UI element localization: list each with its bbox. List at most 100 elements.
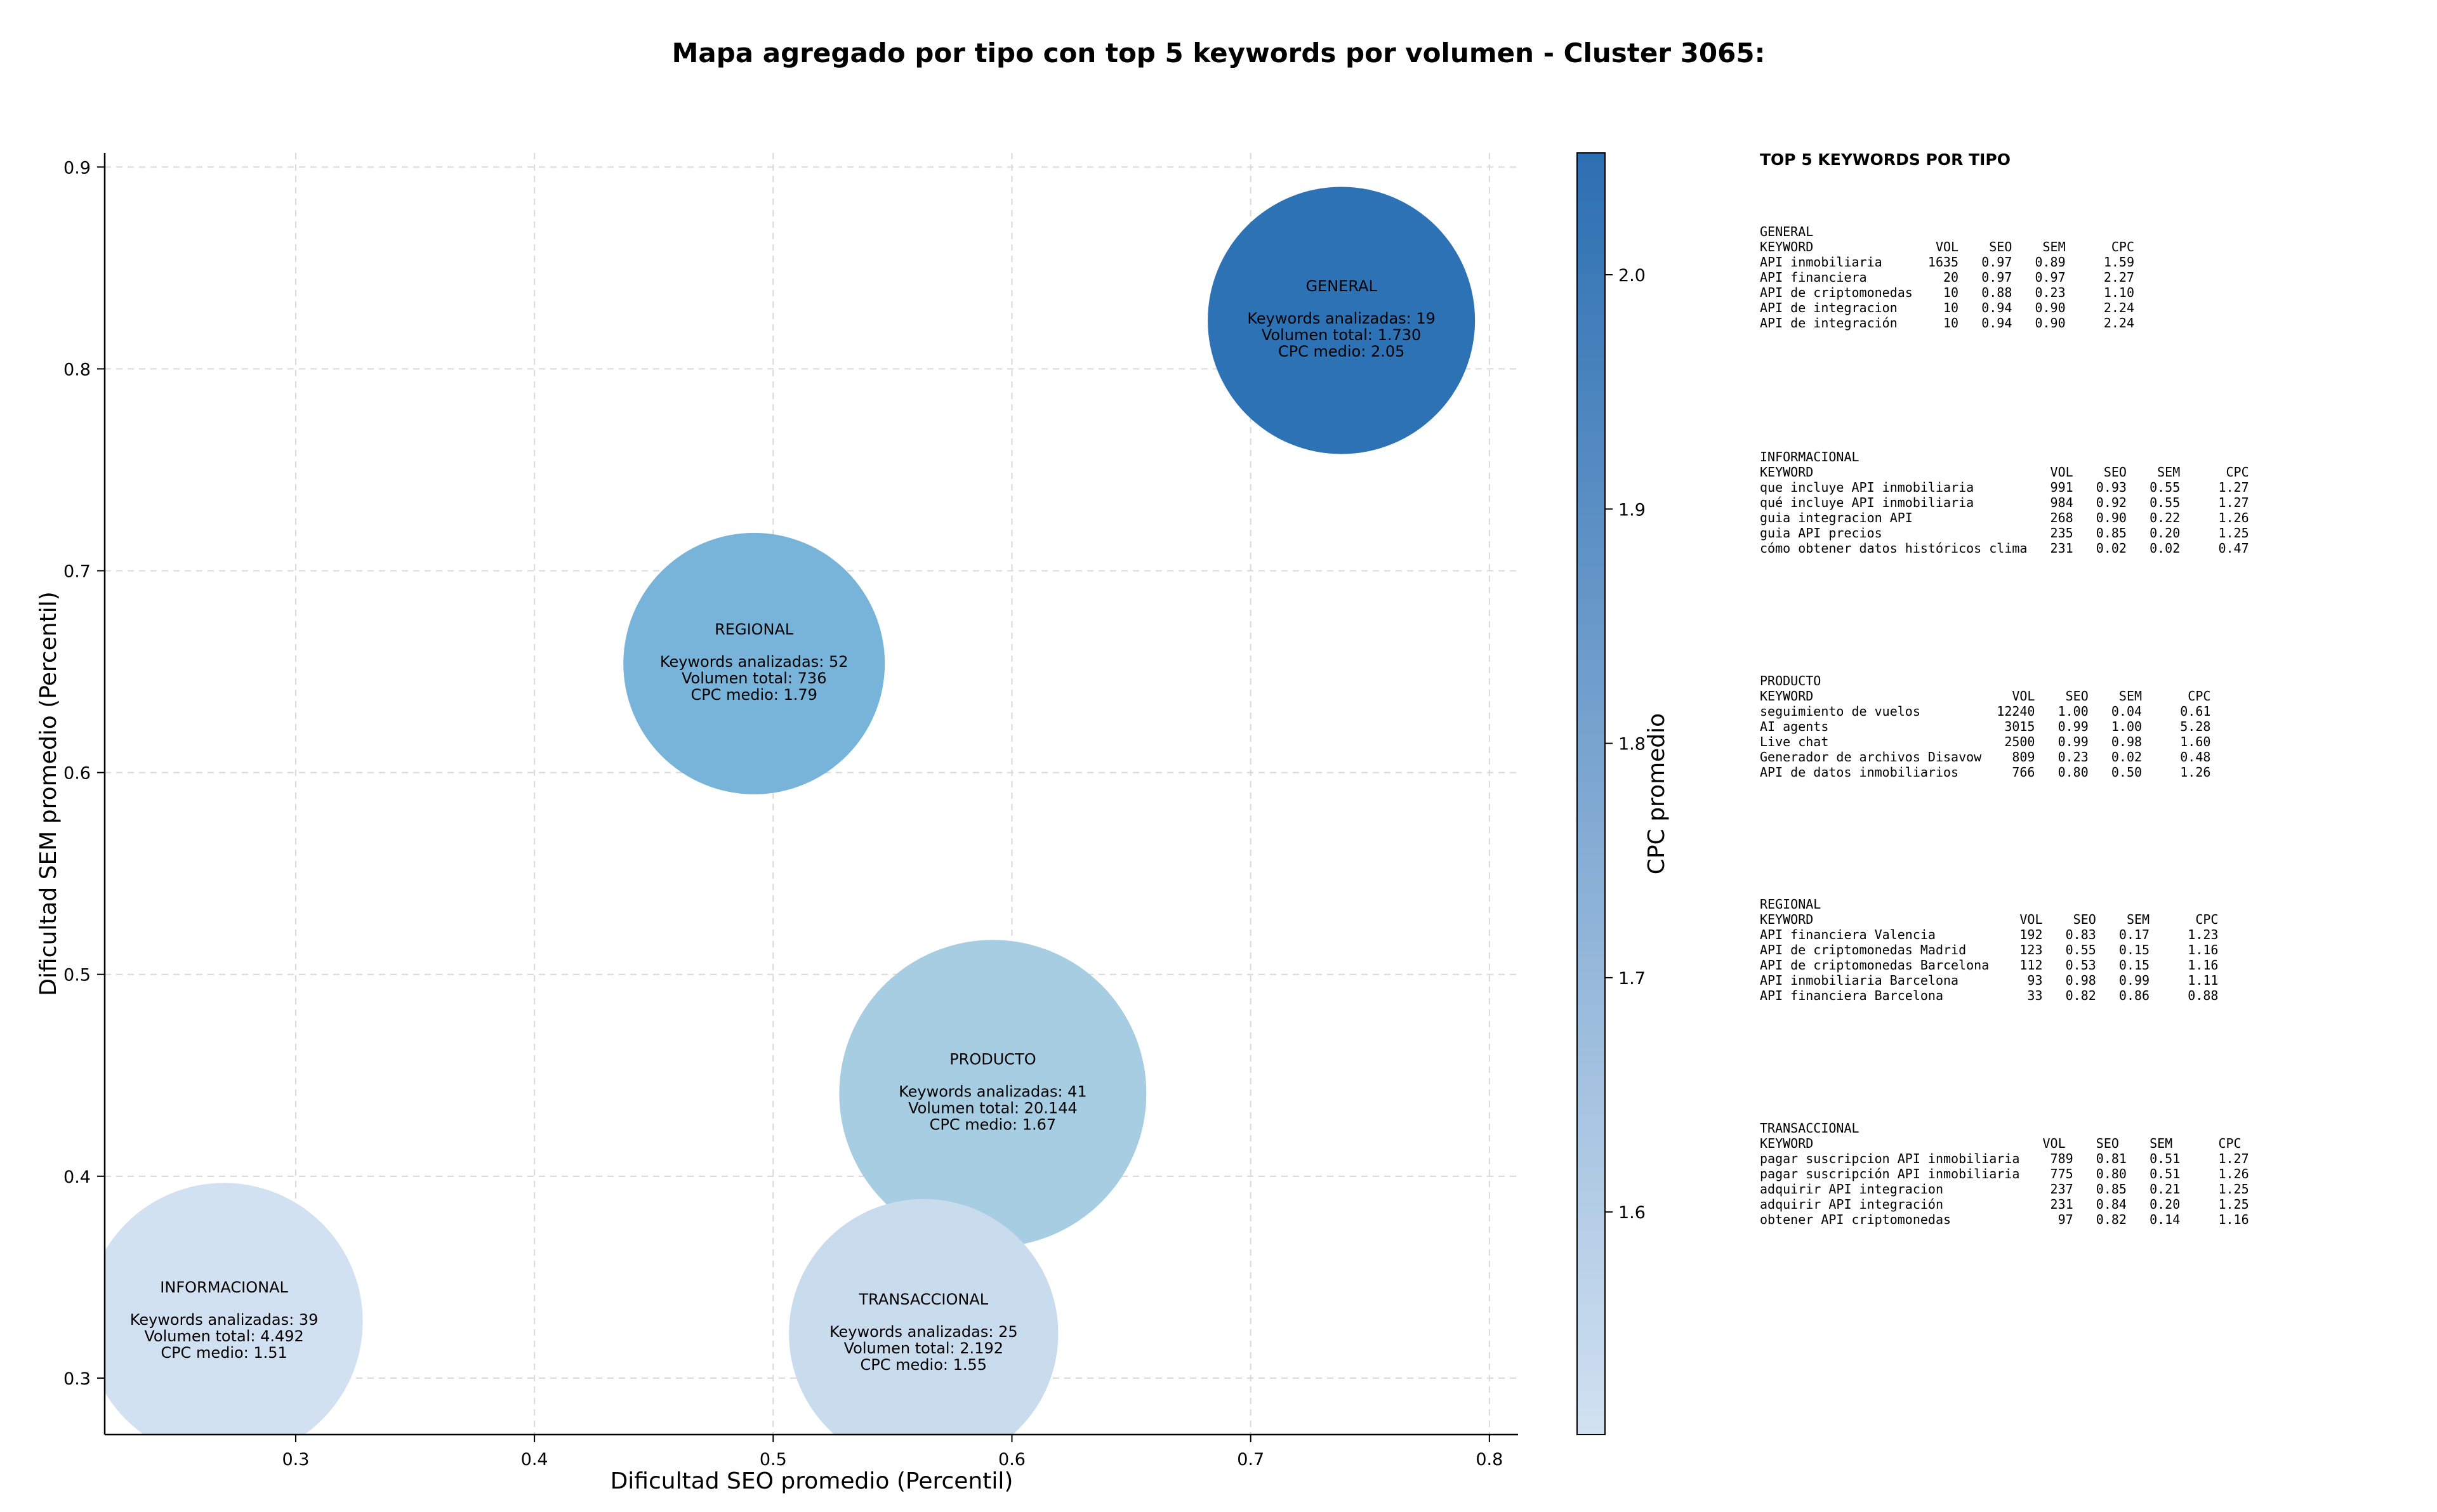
top5-row: pagar suscripcion API inmobiliaria 789 0… (1760, 1151, 2249, 1166)
y-axis-label: Dificultad SEM promedio (Percentil) (36, 591, 62, 996)
top5-row: qué incluye API inmobiliaria 984 0.92 0.… (1760, 495, 2249, 510)
top5-group-type: REGIONAL (1760, 897, 1821, 912)
top5-row: API inmobiliaria 1635 0.97 0.89 1.59 (1760, 254, 2134, 270)
bubble-volume-line: Volumen total: 2.192 (844, 1339, 1003, 1357)
x-axis-label: Dificultad SEO promedio (Percentil) (611, 1468, 1014, 1494)
bubble-keywords-line: Keywords analizadas: 39 (130, 1311, 319, 1329)
top5-group-header: KEYWORD VOL SEO SEM CPC (1760, 1136, 2242, 1151)
top5-row: que incluye API inmobiliaria 991 0.93 0.… (1760, 480, 2249, 495)
y-tick-label: 0.7 (63, 562, 91, 581)
y-tick-label: 0.6 (63, 764, 91, 784)
axes (103, 153, 1518, 1436)
x-tick-label: 0.5 (760, 1450, 787, 1469)
bubble-cpc-line: CPC medio: 1.67 (930, 1115, 1057, 1133)
y-tick-label: 0.4 (63, 1167, 91, 1187)
x-tick-label: 0.6 (998, 1450, 1026, 1469)
bubble-circle (1208, 187, 1476, 454)
top5-row: Live chat 2500 0.99 0.98 1.60 (1760, 734, 2210, 749)
y-tick-label: 0.5 (63, 966, 91, 985)
bubble-volume-line: Volumen total: 736 (682, 669, 827, 687)
top5-row: Generador de archivos Disavow 809 0.23 0… (1760, 749, 2210, 765)
top5-row: obtener API criptomonedas 97 0.82 0.14 1… (1760, 1212, 2249, 1227)
bubble-keywords-line: Keywords analizadas: 41 (899, 1082, 1087, 1100)
y-tick-label: 0.9 (63, 158, 91, 178)
top5-group-type: INFORMACIONAL (1760, 449, 1859, 464)
top5-row: API financiera 20 0.97 0.97 2.27 (1760, 270, 2134, 285)
top5-row: adquirir API integracion 237 0.85 0.21 1… (1760, 1181, 2249, 1197)
bubble-volume-line: Volumen total: 4.492 (144, 1327, 303, 1345)
chart-title: Mapa agregado por tipo con top 5 keyword… (672, 37, 1766, 69)
top5-row: API de criptomonedas Barcelona 112 0.53 … (1760, 957, 2218, 973)
bubble-circle (839, 940, 1147, 1247)
bubble-circle (105, 1183, 363, 1435)
bubble-cpc-line: CPC medio: 1.55 (861, 1356, 987, 1374)
bubble-type-label: REGIONAL (715, 621, 794, 638)
top5-row: pagar suscripción API inmobiliaria 775 0… (1760, 1166, 2249, 1181)
bubble-volume-line: Volumen total: 20.144 (908, 1099, 1078, 1117)
colorbar-tick-label: 1.7 (1618, 969, 1646, 989)
x-tick-label: 0.3 (282, 1450, 309, 1469)
x-tick-label: 0.8 (1476, 1450, 1503, 1469)
colorbar-ticks: 1.6 1.7 1.8 1.9 2.0 (1605, 266, 1646, 1223)
bubble-transaccional: TRANSACCIONAL Keywords analizadas: 25Volu… (789, 1199, 1059, 1435)
top5-row: seguimiento de vuelos 12240 1.00 0.04 0.… (1760, 704, 2210, 719)
bubble-cpc-line: CPC medio: 1.51 (161, 1344, 287, 1362)
bubble-circle (623, 532, 885, 794)
colorbar-tick-label: 1.8 (1618, 735, 1646, 754)
bubble-keywords-line: Keywords analizadas: 19 (1247, 310, 1436, 327)
colorbar-tick-label: 1.9 (1618, 500, 1646, 520)
top5-row: API financiera Barcelona 33 0.82 0.86 0.… (1760, 988, 2218, 1003)
colorbar-tick-label: 2.0 (1618, 266, 1646, 286)
colorbar-label: CPC promedio (1644, 713, 1670, 874)
top5-panel-title: TOP 5 KEYWORDS POR TIPO (1760, 150, 2011, 169)
colorbar-tick-label: 1.6 (1618, 1203, 1646, 1223)
top5-group-header: KEYWORD VOL SEO SEM CPC (1760, 239, 2134, 254)
bubble-cpc-line: CPC medio: 1.79 (690, 686, 817, 704)
top5-group-type: GENERAL (1760, 224, 1813, 239)
colorbar: 1.6 1.7 1.8 1.9 2.0 CPC promedio (1576, 152, 1670, 1435)
y-ticks: 0.3 0.4 0.5 0.6 0.7 0.8 0.9 (63, 158, 105, 1389)
top5-row: cómo obtener datos históricos clima 231 … (1760, 541, 2249, 556)
top5-row: API de criptomonedas Madrid 123 0.55 0.1… (1760, 942, 2218, 957)
top5-row: API inmobiliaria Barcelona 93 0.98 0.99 … (1760, 973, 2218, 988)
bubble-circle (789, 1199, 1059, 1435)
x-tick-label: 0.7 (1237, 1450, 1264, 1469)
top5-row: API de integración 10 0.94 0.90 2.24 (1760, 315, 2134, 331)
bubble-cpc-line: CPC medio: 2.05 (1278, 343, 1405, 360)
top5-group-type: TRANSACCIONAL (1760, 1121, 1859, 1136)
top5-group-header: KEYWORD VOL SEO SEM CPC (1760, 464, 2249, 480)
top5-row: adquirir API integración 231 0.84 0.20 1… (1760, 1197, 2249, 1212)
bubble-type-label: TRANSACCIONAL (858, 1291, 988, 1308)
y-tick-label: 0.8 (63, 360, 91, 379)
top5-row: guia integracion API 268 0.90 0.22 1.26 (1760, 510, 2249, 525)
top5-group-header: KEYWORD VOL SEO SEM CPC (1760, 912, 2218, 927)
top5-row: API de datos inmobiliarios 766 0.80 0.50… (1760, 765, 2210, 780)
top5-row: API de criptomonedas 10 0.88 0.23 1.10 (1760, 285, 2134, 300)
top5-row: AI agents 3015 0.99 1.00 5.28 (1760, 719, 2210, 734)
bubble-type-label: GENERAL (1305, 277, 1377, 295)
top5-row: API de integracion 10 0.94 0.90 2.24 (1760, 300, 2134, 315)
top5-group-header: KEYWORD VOL SEO SEM CPC (1760, 688, 2210, 704)
top5-group-type: PRODUCTO (1760, 673, 1821, 688)
bubble-volume-line: Volumen total: 1.730 (1262, 326, 1421, 344)
top5-row: guia API precios 235 0.85 0.20 1.25 (1760, 525, 2249, 541)
bubble-type-label: PRODUCTO (949, 1050, 1036, 1068)
bubble-keywords-line: Keywords analizadas: 25 (829, 1323, 1018, 1341)
bubble-type-label: INFORMACIONAL (160, 1279, 288, 1296)
x-ticks: 0.3 0.4 0.5 0.6 0.7 0.8 (282, 1435, 1503, 1469)
x-tick-label: 0.4 (521, 1450, 548, 1469)
colorbar-gradient (1576, 152, 1606, 1435)
top5-row: API financiera Valencia 192 0.83 0.17 1.… (1760, 927, 2218, 942)
bubble-informacional: INFORMACIONAL Keywords analizadas: 39Volu… (105, 1183, 363, 1435)
